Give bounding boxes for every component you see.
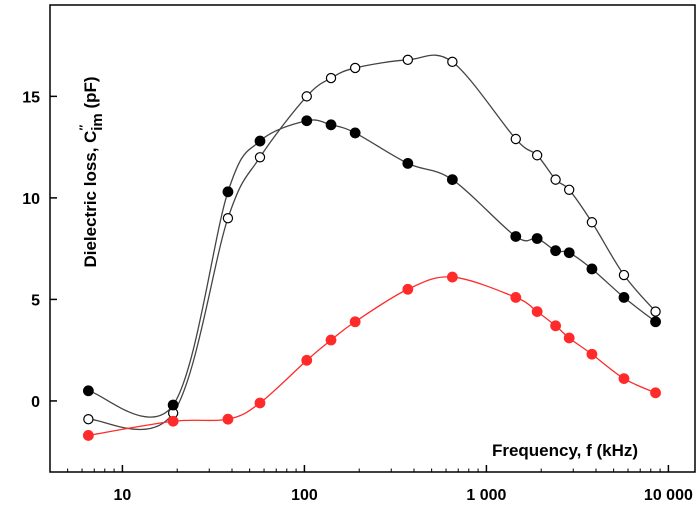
data-point <box>83 414 94 425</box>
data-point <box>446 174 458 186</box>
x-tick-label: 10 000 <box>644 487 693 504</box>
y-axis-ticks: 0 5 10 15 <box>22 89 57 411</box>
data-point <box>550 174 561 185</box>
data-point <box>325 334 337 346</box>
data-point <box>301 91 312 102</box>
data-point <box>531 306 543 317</box>
data-point <box>563 332 575 344</box>
data-point <box>650 316 661 328</box>
data-point <box>650 387 661 399</box>
data-point <box>301 354 313 366</box>
data-point <box>222 186 234 198</box>
series-3 <box>82 271 661 441</box>
series-2 <box>82 115 661 418</box>
y-axis-title: Dielectric loss, C″im (pF) <box>77 76 106 267</box>
x-tick-label: 100 <box>291 487 318 504</box>
data-point <box>402 283 414 295</box>
data-point <box>254 135 266 147</box>
data-point <box>531 150 543 161</box>
y-tick-label: 5 <box>31 292 40 309</box>
data-point <box>510 291 522 303</box>
x-axis-ticks: 10 100 1 000 10 000 <box>49 465 693 504</box>
plot-frame <box>49 4 696 473</box>
y-axis-title-sup: ″ <box>77 125 91 131</box>
data-point <box>82 430 94 441</box>
data-point <box>563 247 575 259</box>
data-point <box>550 245 562 257</box>
series-layer <box>82 54 661 441</box>
data-point <box>82 385 94 397</box>
data-point <box>325 72 337 84</box>
data-point <box>254 397 266 409</box>
data-point <box>586 348 598 360</box>
y-axis-title-main: Dielectric loss, C <box>81 131 100 268</box>
y-axis-title-unit: (pF) <box>81 76 100 113</box>
data-point <box>618 373 630 385</box>
series-line <box>88 119 656 418</box>
data-point <box>349 62 361 74</box>
data-point <box>586 217 598 228</box>
data-point <box>550 320 562 332</box>
series-1 <box>83 54 661 431</box>
data-point <box>618 291 630 303</box>
x-tick-label: 10 <box>114 487 132 504</box>
data-point <box>563 184 575 195</box>
data-point <box>402 54 414 66</box>
data-point <box>650 306 661 317</box>
data-point <box>510 133 521 145</box>
y-tick-label: 0 <box>31 394 40 411</box>
data-point <box>222 212 234 224</box>
x-axis-title: Frequency, f (kHz) <box>492 441 638 460</box>
data-point <box>510 231 522 242</box>
data-point <box>222 413 234 425</box>
data-point <box>301 115 313 127</box>
y-tick-label: 10 <box>22 191 40 208</box>
data-point <box>618 269 630 281</box>
data-point <box>325 119 337 131</box>
data-point <box>167 399 179 411</box>
data-point <box>447 56 458 68</box>
y-axis-title-sub: im <box>89 113 106 131</box>
data-point <box>349 127 361 139</box>
data-point <box>254 152 266 163</box>
data-point <box>349 316 361 328</box>
series-line <box>88 276 656 437</box>
data-point <box>446 271 458 283</box>
y-tick-label: 15 <box>22 89 40 106</box>
data-point <box>167 415 179 427</box>
x-tick-label: 1 000 <box>466 487 506 504</box>
series-line <box>88 54 657 431</box>
data-point <box>586 263 598 275</box>
data-point <box>402 157 414 169</box>
data-point <box>531 233 543 244</box>
